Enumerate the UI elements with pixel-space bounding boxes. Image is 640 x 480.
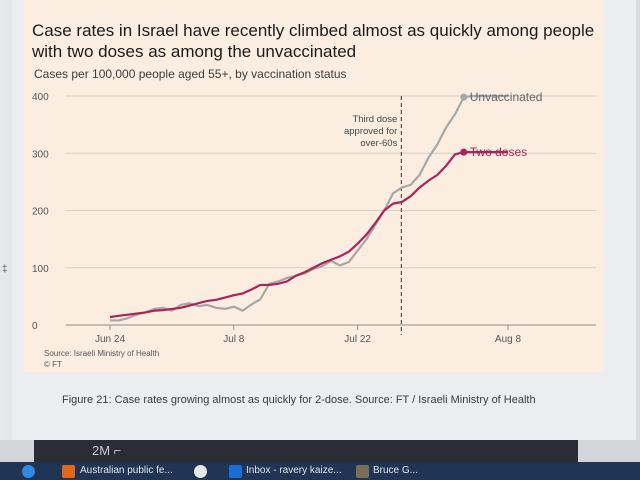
annotation-label: approved for	[344, 126, 397, 137]
y-tick-label: 400	[32, 92, 49, 103]
series-end-label: Two doses	[470, 145, 527, 159]
chart-card: Case rates in Israel have recently climb…	[24, 0, 604, 372]
chart-title: Case rates in Israel have recently climb…	[32, 21, 595, 61]
x-tick-label: Jul 22	[344, 334, 371, 345]
taskbar-item-1[interactable]: Australian public fe...	[80, 465, 173, 476]
figure-caption: Figure 21: Case rates growing almost as …	[62, 394, 536, 406]
chart-subtitle: Cases per 100,000 people aged 55+, by va…	[34, 67, 347, 81]
video-panel	[34, 440, 578, 462]
annotation-label: over-60s	[360, 138, 397, 149]
taskbar-item-3[interactable]: Bruce G...	[373, 465, 419, 476]
chrome-icon[interactable]	[194, 465, 207, 478]
series-line-unvaccinated	[110, 94, 508, 322]
series-end-label: Unvaccinated	[470, 90, 543, 104]
scrollbar-marker-icon: ‡	[2, 264, 8, 275]
edge-icon[interactable]	[22, 465, 35, 478]
x-tick-label: Jun 24	[95, 334, 125, 345]
taskbar-app-icon-3	[356, 465, 369, 478]
series-end-marker	[460, 93, 468, 101]
taskbar-item-2[interactable]: Inbox - ravery kaize...	[246, 465, 342, 476]
x-tick-label: Jul 8	[223, 334, 245, 345]
annotation-label: Third dose	[352, 114, 397, 125]
y-tick-label: 0	[32, 321, 38, 332]
taskbar	[0, 462, 640, 480]
x-tick-label: Aug 8	[495, 334, 522, 345]
chart-plot: 0 100 200 300 400 Jun 24 Jul 8 Jul 22 Aug 8 Third…	[32, 90, 596, 345]
chart-credit: © FT	[44, 360, 62, 369]
y-tick-label: 100	[32, 264, 49, 275]
y-tick-label: 300	[32, 149, 49, 160]
series-line-two-doses	[109, 151, 508, 319]
taskbar-app-icon-2	[229, 465, 242, 478]
series-end-marker	[460, 148, 468, 156]
taskbar-app-icon-1	[62, 465, 75, 478]
video-panel-label: 2M ⌐	[92, 443, 122, 458]
chart-source: Source: Israeli Ministry of Health	[44, 349, 160, 358]
y-tick-label: 200	[32, 207, 49, 218]
